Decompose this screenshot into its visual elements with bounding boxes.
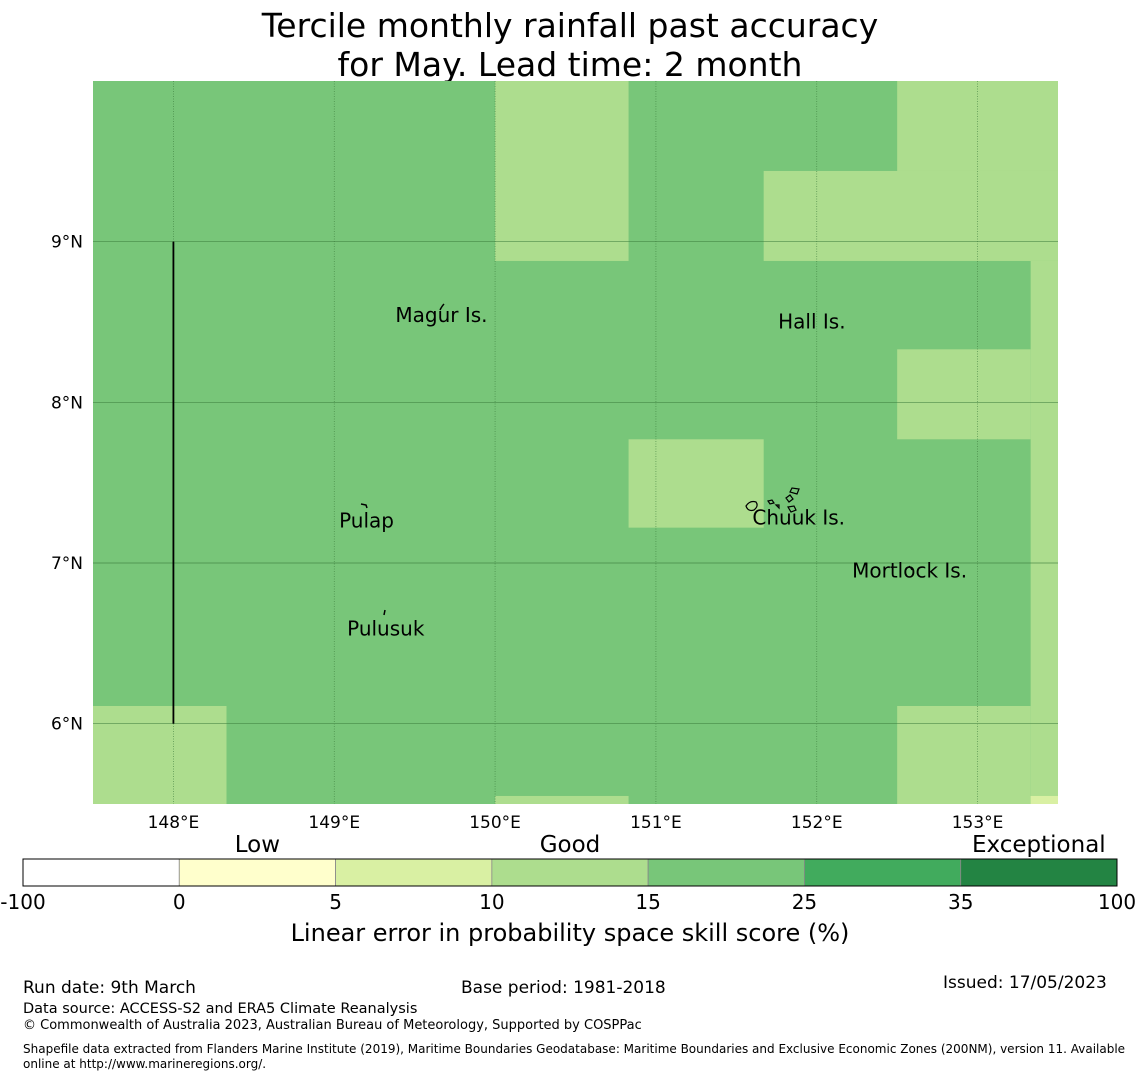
colorbar-label: Linear error in probability space skill … bbox=[291, 919, 850, 947]
colorbar-tick-4: 15 bbox=[635, 890, 660, 914]
issued-date: Issued: 17/05/2023 bbox=[943, 973, 1107, 993]
island-chuuk-lagoon bbox=[745, 487, 800, 513]
lat-label-7: 7°N bbox=[51, 554, 83, 574]
island-mortlock-outline bbox=[908, 565, 913, 571]
lon-label-150: 150°E bbox=[469, 813, 521, 833]
latitude-labels: 9°N 8°N 7°N 6°N bbox=[51, 233, 83, 735]
grid-cell-2 bbox=[897, 81, 1058, 171]
island-pulap-outline bbox=[360, 503, 368, 509]
place-label-2: Pulap bbox=[339, 509, 394, 533]
colorbar-frame bbox=[22, 858, 1118, 887]
colorbar-category-0: Low bbox=[235, 832, 280, 858]
colorbar-categories: Low Good Exceptional bbox=[235, 832, 1106, 858]
colorbar-swatch-2 bbox=[335, 858, 493, 887]
colorbar-tick-3: 10 bbox=[479, 890, 504, 914]
colorbar-category-2: Exceptional bbox=[972, 832, 1106, 858]
grid-cell-10 bbox=[1030, 795, 1058, 804]
colorbar-swatch-4 bbox=[647, 858, 805, 887]
shapefile-credit: Shapefile data extracted from Flanders M… bbox=[23, 1042, 1126, 1071]
colorbar-tick-labels: -100 0 5 10 15 25 35 100 bbox=[0, 890, 1136, 914]
map-title: Tercile monthly rainfall past accuracy f… bbox=[0, 6, 1140, 84]
title-line-1: Tercile monthly rainfall past accuracy bbox=[261, 6, 879, 45]
lon-label-152: 152°E bbox=[791, 813, 843, 833]
run-date: Run date: 9th March bbox=[23, 978, 196, 998]
place-label-0: Magur Is. bbox=[395, 303, 487, 327]
islands bbox=[360, 303, 913, 616]
place-label-1: Hall Is. bbox=[778, 309, 845, 333]
lon-label-149: 149°E bbox=[308, 813, 360, 833]
grid-cell-6 bbox=[628, 439, 764, 528]
grid-cell-7 bbox=[93, 705, 227, 804]
place-label-3: Chuuk Is. bbox=[752, 505, 845, 529]
skill-grid bbox=[93, 81, 1058, 804]
colorbar-swatch-3 bbox=[491, 858, 649, 887]
colorbar-swatch-5 bbox=[804, 858, 962, 887]
colorbar: Low Good Exceptional -100 0 5 10 15 25 35 100 Lin… bbox=[0, 832, 1136, 947]
map-figure: Magur Is. Hall Is. Pulap Chuuk Is. Mortlock … bbox=[0, 81, 1136, 947]
copyright: © Commonwealth of Australia 2023, Austra… bbox=[23, 1018, 642, 1033]
lat-label-6: 6°N bbox=[51, 715, 83, 735]
colorbar-tick-1: 0 bbox=[173, 890, 186, 914]
island-magur-outline bbox=[439, 303, 445, 311]
data-source: Data source: ACCESS-S2 and ERA5 Climate … bbox=[23, 1001, 418, 1017]
grid-cell-9 bbox=[495, 795, 629, 804]
lon-label-153: 153°E bbox=[952, 813, 1004, 833]
grid-cell-1 bbox=[495, 81, 629, 261]
grid-cell-3 bbox=[763, 170, 1058, 261]
colorbar-tick-0: -100 bbox=[0, 890, 45, 914]
lon-label-148: 148°E bbox=[148, 813, 200, 833]
grid-cell-4 bbox=[1030, 260, 1058, 804]
place-labels: Magur Is. Hall Is. Pulap Chuuk Is. Mortlock … bbox=[339, 303, 967, 640]
colorbar-tick-7: 100 bbox=[1098, 890, 1136, 914]
place-label-5: Pulusuk bbox=[347, 616, 425, 640]
lon-label-151: 151°E bbox=[630, 813, 682, 833]
colorbar-swatches bbox=[22, 858, 1118, 887]
island-pulusuk-outline bbox=[383, 609, 386, 616]
colorbar-swatch-1 bbox=[178, 858, 336, 887]
lat-label-9: 9°N bbox=[51, 233, 83, 253]
colorbar-tick-2: 5 bbox=[329, 890, 342, 914]
longitude-labels: 148°E 149°E 150°E 151°E 152°E 153°E bbox=[148, 813, 1004, 833]
colorbar-swatch-0 bbox=[22, 858, 180, 887]
colorbar-tick-5: 25 bbox=[792, 890, 817, 914]
grid-cell-5 bbox=[897, 349, 1031, 440]
title-line-2: for May. Lead time: 2 month bbox=[337, 45, 803, 84]
colorbar-tick-6: 35 bbox=[948, 890, 973, 914]
colorbar-swatch-6 bbox=[960, 858, 1118, 887]
colorbar-category-1: Good bbox=[540, 832, 601, 858]
place-label-4: Mortlock Is. bbox=[852, 558, 967, 582]
lat-label-8: 8°N bbox=[51, 393, 83, 413]
base-period: Base period: 1981-2018 bbox=[461, 978, 666, 998]
grid-cell-8 bbox=[897, 705, 1031, 804]
